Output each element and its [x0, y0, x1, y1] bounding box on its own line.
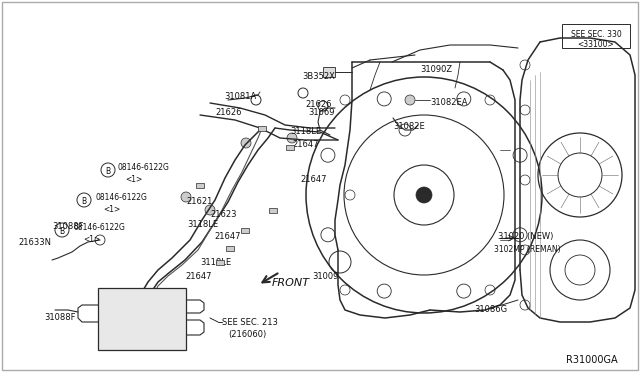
Text: <1>: <1>: [125, 175, 142, 184]
Text: 31086G: 31086G: [474, 305, 507, 314]
Text: 08146-6122G: 08146-6122G: [118, 163, 170, 172]
Bar: [241, 228, 249, 233]
Circle shape: [416, 187, 432, 203]
Bar: [269, 208, 277, 213]
Text: 31081A: 31081A: [224, 92, 256, 101]
Bar: [216, 260, 224, 265]
Text: 21647: 21647: [214, 232, 241, 241]
Text: 31088F: 31088F: [52, 222, 83, 231]
Text: 31009: 31009: [312, 272, 339, 281]
Circle shape: [181, 192, 191, 202]
Text: 31020 (NEW): 31020 (NEW): [498, 232, 554, 241]
Text: R31000GA: R31000GA: [566, 355, 618, 365]
Text: 3118LE: 3118LE: [200, 258, 231, 267]
Text: 31082E: 31082E: [393, 122, 425, 131]
Text: 31069: 31069: [308, 108, 335, 117]
Text: 21623: 21623: [210, 210, 237, 219]
Text: <1>: <1>: [83, 235, 100, 244]
Text: B: B: [60, 227, 65, 235]
Text: (216060): (216060): [228, 330, 266, 339]
Text: 21626: 21626: [305, 100, 332, 109]
Bar: [98, 288, 186, 350]
Text: 21621: 21621: [186, 197, 212, 206]
Bar: [226, 246, 234, 251]
Text: 21647: 21647: [185, 272, 211, 281]
Text: SEE SEC. 330: SEE SEC. 330: [571, 30, 621, 39]
Text: 3118LE: 3118LE: [187, 220, 218, 229]
Circle shape: [405, 95, 415, 105]
Text: 3102MP (REMAN): 3102MP (REMAN): [494, 245, 561, 254]
Text: 3B352X: 3B352X: [302, 72, 335, 81]
Text: 31090Z: 31090Z: [420, 65, 452, 74]
Text: 31082EA: 31082EA: [430, 98, 467, 107]
Circle shape: [205, 205, 215, 215]
Text: 08146-6122G: 08146-6122G: [96, 193, 148, 202]
Circle shape: [287, 133, 297, 143]
Text: FRONT: FRONT: [272, 278, 310, 288]
Text: 21633N: 21633N: [18, 238, 51, 247]
Text: 08146-6122G: 08146-6122G: [74, 223, 126, 232]
Bar: [286, 145, 294, 150]
Text: B: B: [106, 167, 111, 176]
Text: B: B: [81, 196, 86, 205]
Circle shape: [241, 138, 251, 148]
Text: 21647: 21647: [300, 175, 326, 184]
Bar: [258, 126, 266, 131]
Text: 21626: 21626: [215, 108, 241, 117]
Text: 3118LE: 3118LE: [290, 127, 321, 136]
Text: SEE SEC. 213: SEE SEC. 213: [222, 318, 278, 327]
Text: <33100>: <33100>: [578, 40, 614, 49]
Text: 21647: 21647: [292, 140, 319, 149]
Bar: [196, 183, 204, 188]
Text: <1>: <1>: [103, 205, 120, 214]
Text: 31088F: 31088F: [44, 313, 76, 322]
Bar: [323, 67, 335, 77]
